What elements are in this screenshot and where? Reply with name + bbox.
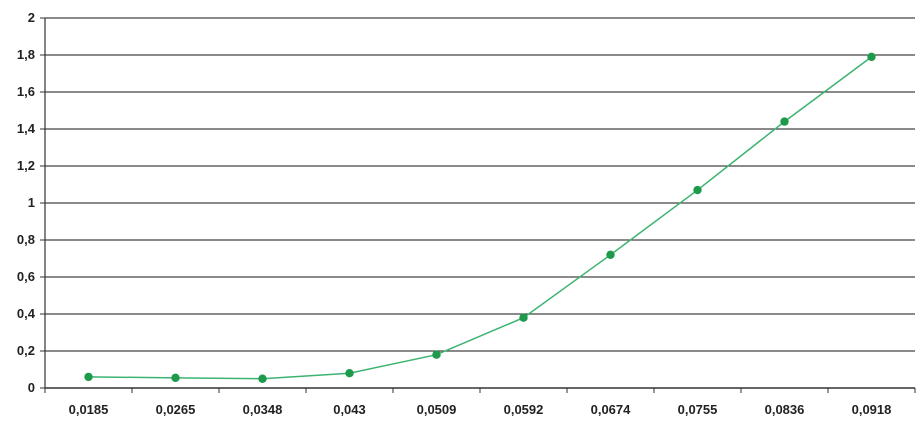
data-point xyxy=(780,117,789,126)
data-point xyxy=(84,372,93,382)
x-tick-label: 0,0348 xyxy=(243,402,283,417)
series-line xyxy=(88,56,872,380)
y-tick-label: 1,2 xyxy=(17,158,35,173)
y-tick-label: 2 xyxy=(28,10,35,25)
x-tick-label: 0,0592 xyxy=(504,402,544,417)
x-tick-label: 0,0836 xyxy=(765,402,805,417)
data-point xyxy=(258,374,267,383)
y-tick-label: 1 xyxy=(28,195,35,210)
y-tick-label: 0 xyxy=(28,380,35,395)
data-point xyxy=(606,250,615,259)
x-tick-label: 0,0755 xyxy=(678,402,718,417)
y-tick-label: 0,2 xyxy=(17,343,35,358)
y-tick-label: 1,4 xyxy=(17,121,36,136)
x-tick-label: 0,0674 xyxy=(591,402,632,417)
data-point xyxy=(171,373,180,383)
x-tick-label: 0,0265 xyxy=(156,402,196,417)
data-point xyxy=(432,350,441,359)
data-point xyxy=(867,52,876,62)
y-tick-label: 1,8 xyxy=(17,47,35,62)
y-tick-label: 0,4 xyxy=(17,306,36,321)
y-tick-label: 0,6 xyxy=(17,269,35,284)
x-tick-label: 0,043 xyxy=(333,402,366,417)
data-point xyxy=(519,313,528,322)
y-tick-label: 0,8 xyxy=(17,232,35,247)
data-point xyxy=(345,369,354,378)
x-tick-label: 0,0918 xyxy=(852,402,892,417)
x-tick-label: 0,0185 xyxy=(69,402,109,417)
y-tick-label: 1,6 xyxy=(17,84,35,99)
x-tick-label: 0,0509 xyxy=(417,402,457,417)
data-point xyxy=(693,185,702,195)
